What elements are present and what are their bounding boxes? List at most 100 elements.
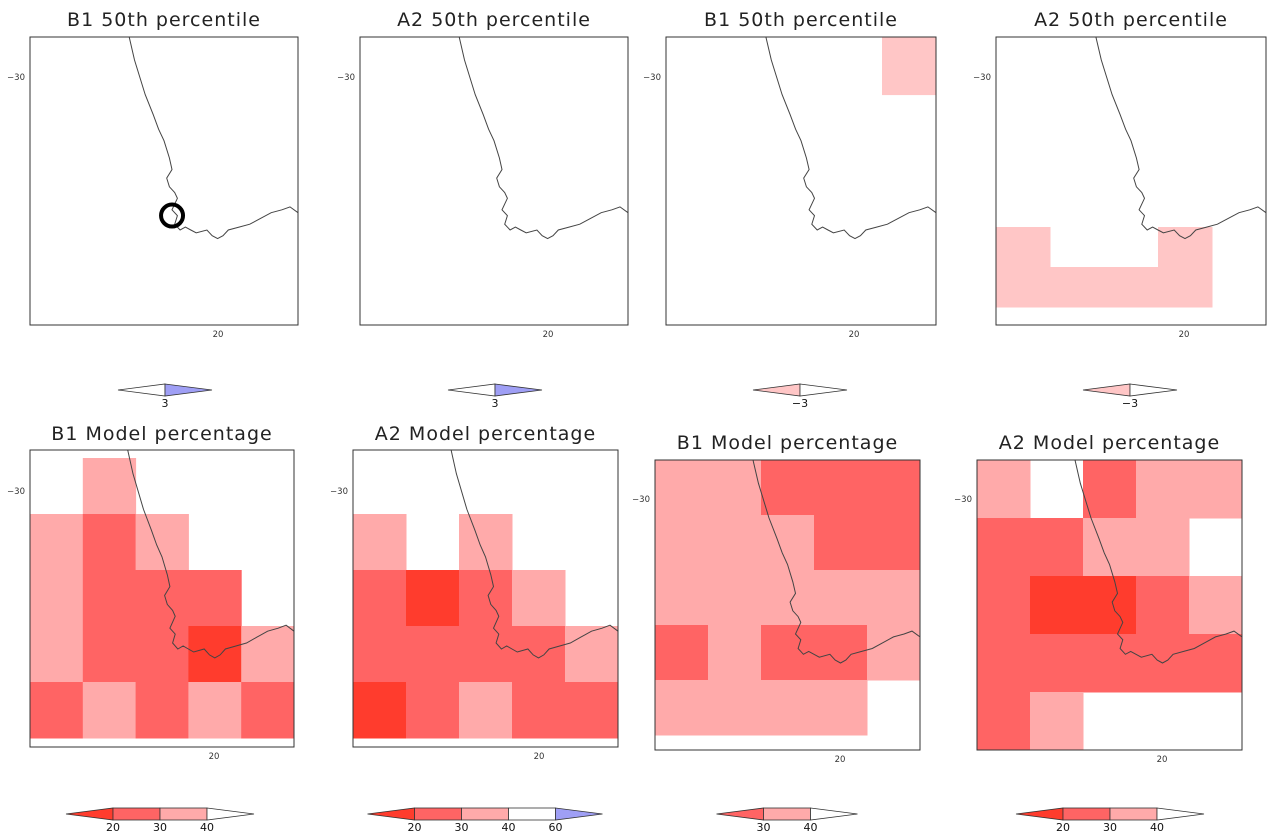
colorbar: 3 (117, 383, 213, 410)
panel-8: A2 Model percentage −30 20 20 30 40 (954, 432, 1243, 834)
colorbar-left-tip (65, 807, 114, 821)
grid-cell (1136, 460, 1190, 519)
grid-cell (82, 626, 137, 683)
grid-cell (353, 514, 407, 571)
colorbar: 20 30 40 (65, 807, 255, 834)
grid-cell (867, 625, 921, 681)
map-frame (352, 449, 619, 748)
grid-cell (1030, 634, 1084, 693)
grid-cell (867, 570, 921, 626)
coastline (450, 449, 619, 659)
colorbar-tick-label: 20 (408, 821, 422, 834)
colorbar-left-tip (716, 807, 764, 821)
grid-cell (867, 460, 921, 516)
grid-cell (977, 634, 1031, 693)
grid-cell (1030, 576, 1084, 635)
colorbar-left-tip (1015, 807, 1064, 821)
grid-cell (761, 680, 815, 736)
colorbar-segment (763, 807, 811, 821)
map-frame (665, 36, 937, 326)
x-tick-label: 20 (543, 330, 554, 340)
grid-cell (761, 515, 815, 571)
grid-cell (996, 267, 1051, 308)
colorbar-segment (112, 807, 161, 821)
panel-title: A2 Model percentage (999, 432, 1220, 454)
grid-cell (977, 460, 1031, 519)
colorbar-right-tip (810, 807, 858, 821)
grid-cell (459, 570, 513, 627)
grid-cell (708, 570, 762, 626)
colorbar-left-tip (447, 383, 496, 397)
colorbar-tick-label: 30 (455, 821, 469, 834)
colorbar-segment (1109, 807, 1158, 821)
grid-cell (814, 570, 868, 626)
colorbar-tick-label: 3 (162, 397, 169, 410)
grid-cell (1189, 634, 1243, 693)
grid-cell (188, 626, 242, 683)
y-tick-label: −30 (954, 495, 972, 505)
grid-cell (188, 682, 242, 739)
panel-3: B1 50th percentile −30 20 −3 (643, 9, 937, 410)
panel-title: A2 50th percentile (397, 9, 591, 31)
grid-cell (996, 227, 1051, 268)
grid-cell (459, 514, 513, 571)
grid-cell (82, 570, 137, 627)
map-frame (359, 36, 629, 326)
grid-cell (241, 626, 295, 683)
x-tick-label: 20 (1179, 330, 1190, 340)
grid-cell (512, 626, 566, 683)
grid-cell (655, 460, 709, 516)
grid-cell (1189, 576, 1243, 635)
location-marker (159, 202, 186, 229)
colorbar-right-tip (494, 383, 543, 397)
y-tick-label: −30 (632, 495, 650, 505)
grid-cell (82, 514, 137, 571)
grid-cell (30, 626, 84, 683)
grid-cell (708, 515, 762, 571)
grid-cell (135, 570, 189, 627)
colorbar-tick-label: 30 (757, 821, 771, 834)
grid-cell (708, 625, 762, 681)
colorbar-tick-label: 40 (502, 821, 516, 834)
colorbar-tick-label: 30 (153, 821, 167, 834)
grid-cell (82, 682, 137, 739)
coastline (1095, 36, 1267, 240)
colorbar-tick-label: 40 (1150, 821, 1164, 834)
colorbar-segment (159, 807, 208, 821)
grid-cell (1136, 576, 1190, 635)
colorbar-segment (461, 807, 509, 821)
colorbar-segment (508, 807, 556, 821)
grid-cell (977, 518, 1031, 577)
y-tick-label: −30 (973, 73, 991, 83)
panel-title: B1 50th percentile (67, 9, 261, 31)
coastline (765, 36, 937, 240)
y-tick-label: −30 (7, 73, 25, 83)
grid-cell (1104, 267, 1159, 308)
grid-cell (1083, 576, 1137, 635)
grid-cell (1136, 518, 1190, 577)
colorbar: 20 30 40 60 (367, 807, 603, 834)
grid-cell (30, 514, 84, 571)
grid-cell (708, 680, 762, 736)
grid-cell (1158, 227, 1213, 268)
coastline (127, 449, 295, 659)
grid-cell (1083, 518, 1137, 577)
panel-title: B1 Model percentage (677, 432, 898, 454)
x-tick-label: 20 (213, 330, 224, 340)
panel-5: B1 Model percentage −30 20 20 30 40 (7, 423, 295, 834)
grid-cell (565, 682, 619, 739)
coastline (1074, 459, 1243, 664)
grid-cell (459, 682, 513, 739)
colorbar-right-tip (1129, 383, 1178, 397)
grid-cell (882, 37, 937, 96)
colorbar-left-tip (752, 383, 801, 397)
grid-cell (814, 680, 868, 736)
colorbar-left-tip (367, 807, 415, 821)
grid-cell (30, 682, 84, 739)
panel-title: B1 Model percentage (51, 423, 272, 445)
grid-cell (1030, 692, 1084, 751)
grid-cell (1030, 518, 1084, 577)
panel-7: B1 Model percentage −30 20 30 40 (632, 432, 921, 834)
x-tick-label: 20 (1157, 755, 1168, 765)
panel-title: A2 Model percentage (375, 423, 596, 445)
